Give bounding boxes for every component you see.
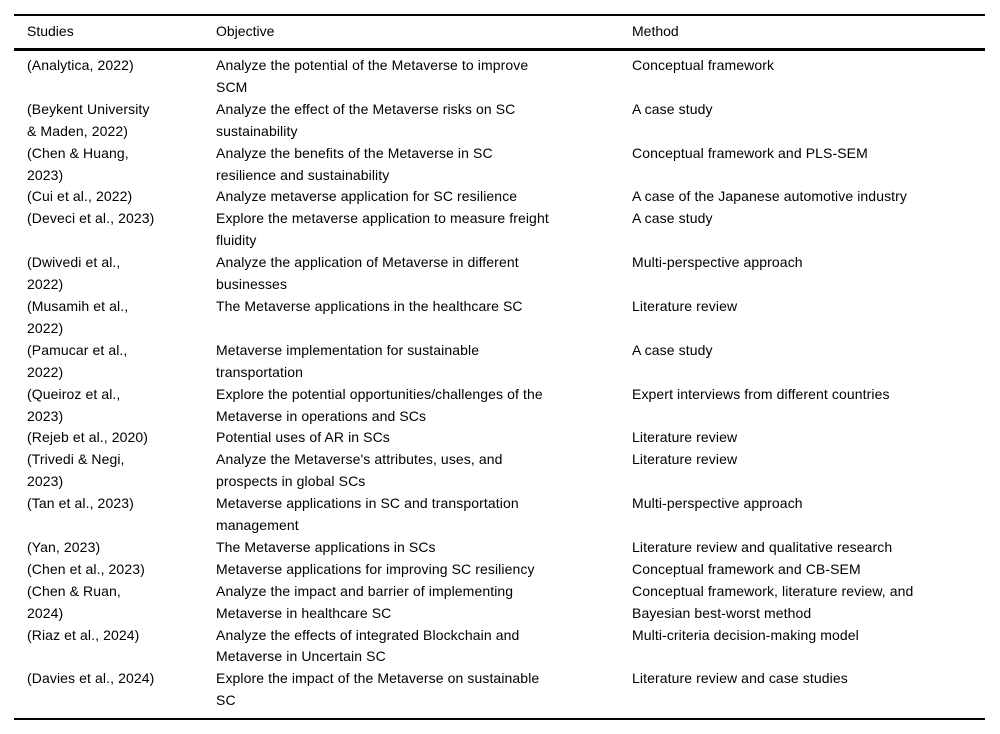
studies-cell: (Pamucar et al., 2022) bbox=[27, 341, 128, 380]
studies-cell: (Analytica, 2022) bbox=[27, 57, 134, 73]
table-body: (Analytica, 2022) Analyze the potential o… bbox=[14, 50, 985, 720]
method-cell: A case of the Japanese automotive indust… bbox=[632, 188, 908, 205]
studies-cell: (Yan, 2023) bbox=[27, 538, 101, 555]
studies-cell: (Riaz et al., 2024) bbox=[27, 626, 140, 643]
objective-cell: Metaverse applications for improving SC … bbox=[216, 560, 535, 577]
table-row: (Riaz et al., 2024) Analyze the effects o… bbox=[14, 625, 985, 669]
column-header-studies: Studies bbox=[14, 15, 216, 51]
objective-cell: The Metaverse applications in SCs bbox=[216, 538, 436, 555]
table-row: (Queiroz et al., 2023) Explore the potent… bbox=[14, 384, 985, 428]
studies-cell: (Chen & Huang, 2023) bbox=[27, 144, 129, 183]
objective-cell: Metaverse implementation for sustainable… bbox=[216, 341, 480, 380]
objective-cell: Explore the impact of the Metaverse on s… bbox=[216, 670, 540, 709]
objective-cell: Analyze the effect of the Metaverse risk… bbox=[216, 100, 516, 139]
method-cell: Conceptual framework bbox=[632, 57, 775, 73]
table-row: (Beykent University & Maden, 2022) Analyz… bbox=[14, 99, 985, 143]
objective-cell: Potential uses of AR in SCs bbox=[216, 429, 390, 446]
method-cell: Multi-perspective approach bbox=[632, 254, 803, 271]
objective-cell: Analyze the impact and barrier of implem… bbox=[216, 582, 514, 621]
table-row: (Analytica, 2022) Analyze the potential o… bbox=[14, 50, 985, 99]
studies-cell: (Chen & Ruan, 2024) bbox=[27, 582, 121, 621]
table-row: (Musamih et al., 2022) The Metaverse appl… bbox=[14, 296, 985, 340]
table-row: (Davies et al., 2024) Explore the impact … bbox=[14, 668, 985, 719]
studies-cell: (Queiroz et al., 2023) bbox=[27, 385, 121, 424]
studies-cell: (Trivedi & Negi, 2023) bbox=[27, 451, 125, 490]
column-header-method: Method bbox=[632, 15, 985, 51]
studies-cell: (Tan et al., 2023) bbox=[27, 495, 134, 512]
objective-cell: Analyze the Metaverse's attributes, uses… bbox=[216, 451, 503, 490]
header-row: Studies Objective Method bbox=[14, 15, 985, 51]
method-cell: Conceptual framework and CB-SEM bbox=[632, 560, 861, 577]
objective-cell: Metaverse applications in SC and transpo… bbox=[216, 495, 519, 534]
method-cell: Literature review and case studies bbox=[632, 670, 848, 687]
objective-cell: Analyze the application of Metaverse in … bbox=[216, 254, 519, 293]
studies-cell: (Dwivedi et al., 2022) bbox=[27, 254, 121, 293]
method-cell: Expert interviews from different countri… bbox=[632, 385, 890, 402]
method-cell: Literature review and qualitative resear… bbox=[632, 538, 893, 555]
table-row: (Cui et al., 2022) Analyze metaverse appl… bbox=[14, 186, 985, 208]
method-cell: Conceptual framework, literature review,… bbox=[632, 582, 914, 621]
method-cell: A case study bbox=[632, 341, 713, 358]
objective-cell: Explore the potential opportunities/chal… bbox=[216, 385, 543, 424]
table-row: (Rejeb et al., 2020) Potential uses of AR… bbox=[14, 427, 985, 449]
table-row: (Pamucar et al., 2022) Metaverse implemen… bbox=[14, 340, 985, 384]
table-row: (Tan et al., 2023) Metaverse applications… bbox=[14, 493, 985, 537]
literature-review-table: Studies Objective Method (Analytica, 202… bbox=[14, 14, 985, 721]
method-cell: Literature review bbox=[632, 451, 738, 468]
table-row: (Chen & Huang, 2023) Analyze the benefits… bbox=[14, 143, 985, 187]
objective-cell: Explore the metaverse application to mea… bbox=[216, 210, 549, 249]
table-row: (Yan, 2023) The Metaverse applications in… bbox=[14, 537, 985, 559]
table-row: (Dwivedi et al., 2022) Analyze the applic… bbox=[14, 252, 985, 296]
method-cell: Multi-criteria decision-making model bbox=[632, 626, 859, 643]
method-cell: Literature review bbox=[632, 429, 738, 446]
objective-cell: Analyze the potential of the Metaverse t… bbox=[216, 57, 529, 95]
method-cell: Literature review bbox=[632, 297, 738, 314]
objective-cell: The Metaverse applications in the health… bbox=[216, 297, 523, 314]
method-cell: Multi-perspective approach bbox=[632, 495, 803, 512]
method-cell: A case study bbox=[632, 210, 713, 227]
objective-cell: Analyze metaverse application for SC res… bbox=[216, 188, 518, 205]
column-header-objective: Objective bbox=[216, 15, 632, 51]
table-row: (Chen et al., 2023) Metaverse application… bbox=[14, 559, 985, 581]
table-row: (Chen & Ruan, 2024) Analyze the impact an… bbox=[14, 581, 985, 625]
table-row: (Deveci et al., 2023) Explore the metaver… bbox=[14, 208, 985, 252]
studies-cell: (Deveci et al., 2023) bbox=[27, 210, 155, 227]
method-cell: Conceptual framework and PLS-SEM bbox=[632, 144, 868, 161]
studies-cell: (Beykent University & Maden, 2022) bbox=[27, 100, 150, 139]
studies-cell: (Cui et al., 2022) bbox=[27, 188, 133, 205]
method-cell: A case study bbox=[632, 100, 713, 117]
studies-cell: (Chen et al., 2023) bbox=[27, 560, 145, 577]
table-row: (Trivedi & Negi, 2023) Analyze the Metave… bbox=[14, 449, 985, 493]
studies-cell: (Rejeb et al., 2020) bbox=[27, 429, 149, 446]
studies-cell: (Davies et al., 2024) bbox=[27, 670, 155, 687]
objective-cell: Analyze the effects of integrated Blockc… bbox=[216, 626, 520, 665]
objective-cell: Analyze the benefits of the Metaverse in… bbox=[216, 144, 493, 183]
studies-cell: (Musamih et al., 2022) bbox=[27, 297, 129, 336]
